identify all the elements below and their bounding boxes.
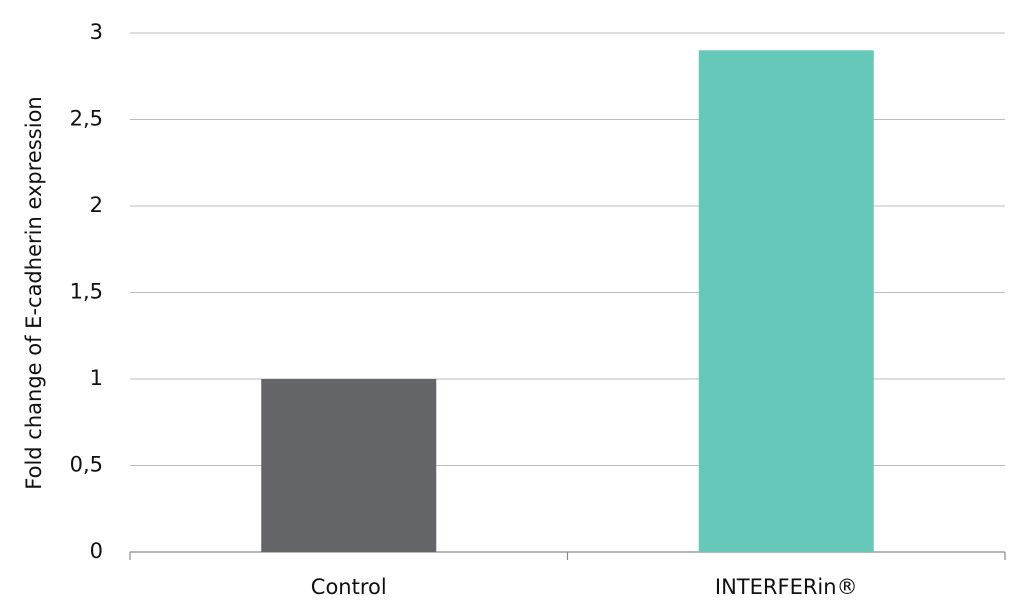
y-tick-label: 3 [90, 20, 103, 44]
x-tick-label: Control [311, 575, 387, 599]
y-tick-label: 1,5 [70, 280, 103, 304]
bar [261, 379, 437, 552]
y-axis-label: Fold change of E-cadherin expression [22, 96, 46, 489]
x-tick-label: INTERFERin® [715, 575, 858, 599]
y-tick-label: 2 [90, 193, 103, 217]
y-tick-label: 1 [90, 366, 103, 390]
y-tick-label: 0,5 [70, 453, 103, 477]
bar [698, 50, 874, 553]
y-tick-label: 2,5 [70, 107, 103, 131]
y-tick-label: 0 [90, 539, 103, 563]
